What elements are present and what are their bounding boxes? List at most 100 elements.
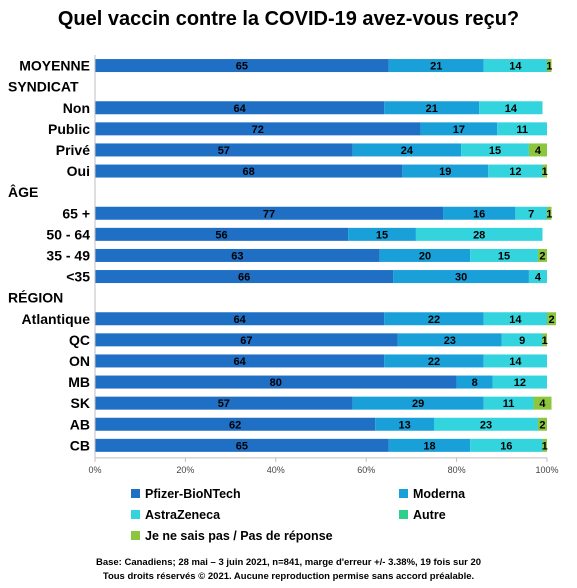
row-label: AB (70, 416, 90, 432)
data-label: 21 (426, 103, 438, 115)
data-label: 15 (376, 229, 388, 241)
data-label: 77 (263, 208, 275, 220)
data-label: 21 (430, 61, 442, 73)
bar-segment (537, 417, 547, 431)
bar-segment (420, 122, 498, 136)
row-label: <35 (66, 269, 90, 285)
bar-segment (95, 164, 403, 178)
data-label: 14 (505, 103, 518, 115)
row-label: Privé (56, 142, 90, 158)
bar-segment (528, 270, 547, 284)
data-label: 22 (428, 314, 440, 326)
row-label: 50 - 64 (46, 226, 90, 242)
bar-segment (434, 417, 538, 431)
data-label: 18 (423, 440, 435, 452)
bar-segment (393, 270, 529, 284)
bar-segment (492, 375, 547, 389)
bar-segment (483, 312, 547, 326)
row-label: Public (48, 121, 90, 137)
data-label: 15 (498, 250, 510, 262)
bar-segment (95, 122, 421, 136)
bar-segment (515, 206, 547, 220)
row-label: Oui (67, 163, 90, 179)
x-tick-label: 80% (448, 465, 466, 475)
data-label: 23 (480, 419, 492, 431)
row-label: MB (68, 374, 90, 390)
bar-segment (375, 417, 434, 431)
data-label: 68 (243, 166, 255, 178)
data-label: 56 (215, 229, 227, 241)
bar-segment (95, 248, 380, 262)
data-label: 14 (509, 61, 522, 73)
data-label: 62 (229, 419, 241, 431)
row-label: Atlantique (22, 311, 91, 327)
data-label: 2 (539, 250, 545, 262)
bar-segment (384, 312, 484, 326)
data-label: 64 (234, 103, 247, 115)
bar-segment (483, 59, 547, 73)
data-label: 4 (535, 145, 542, 157)
footer-base-note: Base: Canadiens; 28 mai – 3 juin 2021, n… (95, 557, 482, 568)
bar-segment (352, 143, 462, 157)
row-label: 35 - 49 (46, 247, 90, 263)
footer-copyright: Tous droits réservés © 2021. Aucune repr… (102, 571, 475, 582)
data-label: 57 (218, 398, 230, 410)
data-label: 4 (539, 398, 546, 410)
legend-swatch (131, 531, 140, 540)
bar-segment (470, 248, 538, 262)
chart-title: Quel vaccin contre la COVID-19 avez-vous… (57, 8, 520, 30)
data-label: 1 (542, 166, 548, 178)
bar-segment (352, 396, 484, 410)
bar-segment (470, 438, 543, 452)
data-label: 23 (444, 335, 456, 347)
group-header-label: RÉGION (8, 290, 63, 306)
bar-segment (479, 101, 543, 115)
data-label: 66 (238, 272, 250, 284)
data-label: 7 (528, 208, 534, 220)
bar-segment (501, 333, 543, 347)
bar-segment (95, 396, 353, 410)
data-label: 11 (516, 124, 528, 136)
legend-swatch (399, 510, 408, 519)
group-header-label: SYNDICAT (8, 79, 79, 95)
bar-segment (483, 354, 547, 368)
bar-segment (497, 122, 547, 136)
bar-segment (384, 101, 480, 115)
data-label: 19 (439, 166, 451, 178)
data-label: 20 (419, 250, 431, 262)
data-label: 1 (542, 335, 548, 347)
bar-segment (95, 206, 444, 220)
data-label: 13 (398, 419, 410, 431)
legend-label: AstraZeneca (145, 508, 221, 522)
bar-segment (542, 333, 547, 347)
x-tick-label: 0% (88, 465, 101, 475)
data-label: 14 (509, 314, 522, 326)
x-tick-label: 60% (357, 465, 375, 475)
legend-swatch (131, 489, 140, 498)
data-label: 72 (252, 124, 264, 136)
legend-swatch (399, 489, 408, 498)
bar-segment (95, 59, 389, 73)
bar-segment (461, 143, 529, 157)
data-label: 57 (218, 145, 230, 157)
row-label: 65 + (62, 205, 90, 221)
bar-segment (547, 312, 557, 326)
data-label: 4 (535, 272, 542, 284)
data-label: 8 (472, 377, 478, 389)
bar-segment (95, 417, 376, 431)
bar-segment (456, 375, 493, 389)
data-label: 63 (231, 250, 243, 262)
group-header-label: ÂGE (8, 183, 38, 200)
data-label: 29 (412, 398, 424, 410)
bar-segment (95, 375, 457, 389)
bar-segment (95, 333, 398, 347)
row-label: Non (63, 100, 90, 116)
bar-segment (547, 206, 552, 220)
legend-label: Moderna (413, 487, 466, 501)
data-label: 1 (542, 440, 548, 452)
bar-segment (542, 164, 547, 178)
x-tick-label: 40% (267, 465, 285, 475)
row-label: ON (69, 353, 90, 369)
data-label: 2 (539, 419, 545, 431)
